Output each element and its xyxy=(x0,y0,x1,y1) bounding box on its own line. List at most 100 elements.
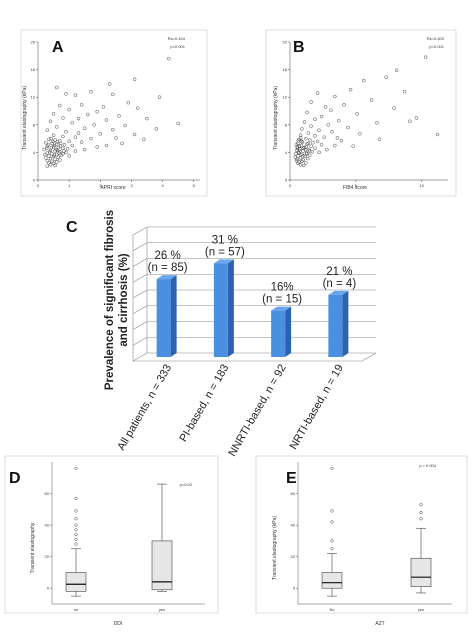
panel-e-box xyxy=(410,557,432,587)
panel-b-data-point xyxy=(296,138,300,143)
panel-b-data-point xyxy=(304,161,308,165)
panel-b-data-point xyxy=(339,138,344,143)
panel-b-data-point xyxy=(346,125,350,130)
panel-d-category-label: no xyxy=(74,607,79,612)
panel-b-data-point xyxy=(369,98,374,102)
panel-a-data-point xyxy=(167,56,171,61)
panel-b-data-point xyxy=(295,145,299,149)
panel-a-y-tick-label: 16 xyxy=(31,67,36,72)
panel-a-data-point xyxy=(73,93,78,97)
panel-b-data-point xyxy=(294,158,299,163)
panel-b-data-point xyxy=(319,114,324,119)
panel-e-box xyxy=(321,572,343,589)
panel-a-data-point xyxy=(67,139,71,144)
panel-b-y-tick-label: 20 xyxy=(283,40,288,45)
panel-b-x-tick-label: 5 xyxy=(355,183,358,188)
panel-a-data-point xyxy=(49,136,53,141)
panel-b-data-point xyxy=(317,128,321,133)
panel-a-x-tick-label: 5 xyxy=(193,183,196,188)
panel-b-data-point xyxy=(435,132,440,137)
panel-a-data-point xyxy=(44,156,48,160)
panel-e-xlabel: AZT xyxy=(375,621,384,627)
panel-a-data-point xyxy=(145,116,149,121)
panel-b-data-point xyxy=(319,143,324,147)
panel-b-data-point xyxy=(348,87,353,92)
panel-c-ylabel: Prevalence of significant fibrosis and c… xyxy=(104,210,130,390)
panel-a-data-point xyxy=(86,112,90,117)
panel-b-data-point xyxy=(335,136,340,140)
panel-d-frame xyxy=(4,455,219,614)
panel-a-xlabel: APRI score xyxy=(100,185,126,191)
panel-b-data-point xyxy=(394,68,399,73)
panel-d-outlier xyxy=(74,533,78,537)
panel-a-data-point xyxy=(142,137,146,142)
panel-b-data-point xyxy=(317,150,321,155)
panel-e-outlier xyxy=(330,520,334,524)
panel-e-category-label: No xyxy=(329,607,335,612)
panel-c-gridline-side xyxy=(132,226,148,236)
panel-a-p-annotation: p<0.001 xyxy=(170,44,185,49)
panel-d-boxplot: D p=0.02 Transient elastography DDI 0 20 4… xyxy=(4,455,219,627)
panel-c-bar-side xyxy=(342,290,349,357)
panel-a-data-point xyxy=(70,120,75,125)
panel-a-data-point xyxy=(64,92,68,96)
panel-b-data-point xyxy=(310,149,315,154)
panel-b-data-point xyxy=(309,144,313,148)
panel-e-y-tick-label: 40 xyxy=(291,523,296,528)
panel-c-bar-top xyxy=(156,275,177,280)
panel-c-value-label: 16% xyxy=(271,282,294,294)
panel-a-y-tick-label: 4 xyxy=(33,150,36,155)
panel-a-data-point xyxy=(62,143,67,147)
panel-b-data-point xyxy=(302,163,306,168)
panel-b-data-point xyxy=(303,154,307,159)
panel-b-data-point xyxy=(313,117,317,122)
panel-a-data-point xyxy=(79,103,84,107)
panel-b-data-point xyxy=(326,123,330,127)
panel-a-data-point xyxy=(92,123,96,127)
panel-a-data-point xyxy=(82,147,87,152)
panel-a-ylabel: Transient elastography (kPa) xyxy=(22,86,28,150)
panel-e-y-tick-label: 20 xyxy=(291,554,296,559)
panel-a-data-point xyxy=(51,139,55,144)
panel-b-data-point xyxy=(408,119,412,124)
panel-a-data-point xyxy=(70,143,75,148)
panel-c-ylabel-line1: Prevalence of significant fibrosis xyxy=(104,210,116,390)
panel-d-outlier xyxy=(74,509,78,513)
panel-a-data-point xyxy=(57,151,61,155)
panel-b-data-point xyxy=(305,110,309,115)
panel-b-data-point xyxy=(299,139,304,144)
panel-a-rs-annotation: Rs=0.444 xyxy=(168,36,186,41)
panel-a-data-point xyxy=(61,134,65,139)
panel-c-bar xyxy=(271,310,286,357)
panel-a-data-point xyxy=(65,147,70,151)
panel-b-data-point xyxy=(313,134,317,138)
panel-b-data-point xyxy=(306,141,310,146)
panel-a-data-point xyxy=(62,149,66,153)
panel-e-y-tick-label: 60 xyxy=(291,491,296,496)
panel-d-outlier xyxy=(74,517,78,521)
panel-b-data-point xyxy=(296,161,300,166)
panel-c-bar xyxy=(328,294,343,357)
panel-d-outlier xyxy=(74,537,78,541)
panel-b-data-point xyxy=(355,112,359,116)
panel-a-data-point xyxy=(126,100,131,105)
panel-b-data-point xyxy=(304,136,308,141)
panel-a-data-point xyxy=(45,128,50,133)
panel-b-data-point xyxy=(329,108,333,113)
panel-d-xlabel: DDI xyxy=(114,621,123,627)
panel-a-data-point xyxy=(73,135,78,139)
panel-c-bar-side xyxy=(227,259,234,357)
panel-b-data-point xyxy=(301,154,305,158)
panel-c-gridline-side xyxy=(132,321,148,330)
panel-d-y-tick-label: 60 xyxy=(45,491,50,496)
panel-e-outlier xyxy=(330,466,334,470)
panel-e-ylabel: Transient elastography (kPa) xyxy=(272,516,278,580)
panel-c-gridline-side xyxy=(132,242,148,252)
panel-a-data-point xyxy=(89,136,93,141)
panel-a-data-point xyxy=(49,145,54,150)
panel-b-data-point xyxy=(298,133,303,137)
panel-b-y-tick-label: 0 xyxy=(285,178,288,183)
panel-b-rs-annotation: Rs=0.400 xyxy=(427,36,445,41)
panel-a-data-point xyxy=(101,105,106,109)
panel-b-data-point xyxy=(308,153,312,157)
